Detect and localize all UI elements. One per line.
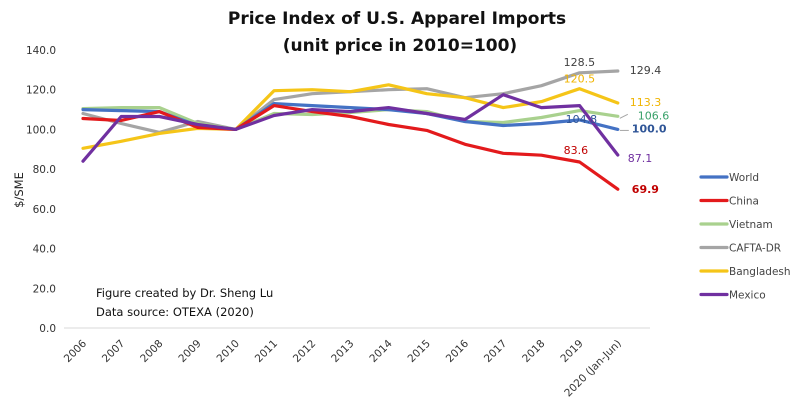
legend-item-world: World [699,172,759,184]
legend-label: China [729,196,759,208]
x-tick-label: 2019 [558,338,585,365]
data-labels: 104.8 100.0 83.6 69.9 106.6 128.5 129.4 120.5 11… [564,56,670,196]
x-axis-ticks: 2006 2007 2008 2009 2010 2011 2012 2013 2014 2015… [62,337,624,399]
x-tick-label: 2013 [329,338,356,365]
series-line-china [81,103,620,191]
x-tick-label: 2016 [444,337,472,365]
x-tick-label: 2009 [176,338,203,365]
x-tick-label: 2011 [253,338,280,365]
legend-item-vietnam: Vietnam [699,219,773,231]
chart-subtitle: (unit price in 2010=100) [283,36,517,56]
y-axis-label: $/SME [12,172,26,208]
y-tick-label: 120.0 [26,85,56,97]
x-tick-label: 2007 [100,338,127,365]
data-label: 113.3 [630,96,662,109]
legend-item-bangladesh: Bangladesh [699,266,791,278]
x-tick-label: 2006 [62,337,90,365]
legend-label: Vietnam [729,219,773,231]
series-line-mexico [81,93,620,163]
data-label: 69.9 [632,183,659,196]
y-tick-label: 140.0 [26,45,56,57]
y-tick-label: 0.0 [39,323,56,335]
x-tick-label: 2017 [482,338,509,365]
y-tick-label: 80.0 [33,164,56,176]
leader-line [619,113,629,119]
legend-item-cafta-dr: CAFTA-DR [699,243,781,255]
data-label: 83.6 [564,144,589,157]
x-tick-label: 2014 [367,337,395,365]
annotation-source: Data source: OTEXA (2020) [96,305,254,319]
x-tick-label: 2012 [291,338,318,365]
legend-label: Mexico [729,290,766,302]
y-tick-label: 40.0 [33,244,56,256]
y-tick-label: 20.0 [33,283,56,295]
data-label: 104.8 [566,113,598,126]
legend-label: World [729,172,759,184]
annotation-credit: Figure created by Dr. Sheng Lu [96,286,273,300]
data-label: 128.5 [564,56,596,69]
data-label: 106.6 [638,109,670,122]
data-label: 129.4 [630,64,662,77]
chart-title: Price Index of U.S. Apparel Imports [228,9,566,29]
y-tick-label: 60.0 [33,204,56,216]
legend: World China Vietnam CAFTA-DR Bangladesh Mexic… [699,172,791,302]
legend-label: CAFTA-DR [729,243,781,255]
x-tick-label: 2015 [406,338,433,365]
legend-label: Bangladesh [729,266,791,278]
legend-item-china: China [699,196,759,208]
x-tick-label: 2010 [215,338,242,365]
legend-item-mexico: Mexico [699,290,766,302]
data-label: 87.1 [628,152,653,165]
data-label: 100.0 [632,122,667,135]
x-tick-label: 2008 [138,338,165,365]
series-lines [81,69,620,191]
y-tick-label: 100.0 [26,124,56,136]
y-axis-ticks: 0.0 20.0 40.0 60.0 80.0 100.0 120.0 140.0 [26,45,56,335]
data-label: 120.5 [564,73,596,86]
x-tick-label: 2018 [520,338,547,365]
